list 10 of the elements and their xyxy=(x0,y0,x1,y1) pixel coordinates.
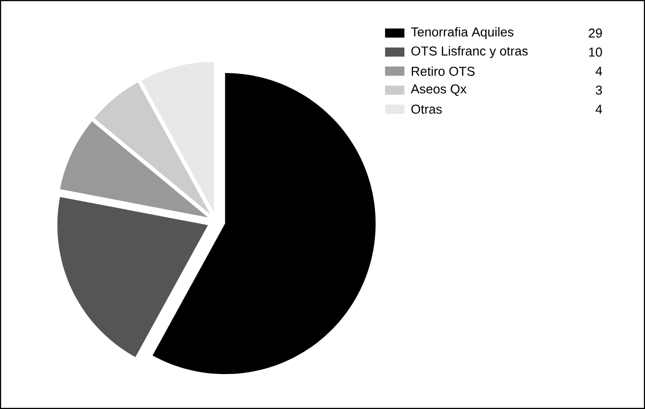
legend-label: Retiro OTS xyxy=(412,66,475,76)
data-label: 29 xyxy=(588,28,602,38)
data-label: 4 xyxy=(596,104,602,114)
data-label: 3 xyxy=(596,86,602,95)
legend-label: Tenorrafia Aquiles xyxy=(411,27,514,40)
legend-label: Aseos Qx xyxy=(410,84,466,96)
legend-label: Otras xyxy=(411,104,442,114)
data-label: 4 xyxy=(596,66,602,76)
legend-label: OTS Lisfranc y otras xyxy=(411,46,528,58)
data-label: 10 xyxy=(589,48,602,57)
